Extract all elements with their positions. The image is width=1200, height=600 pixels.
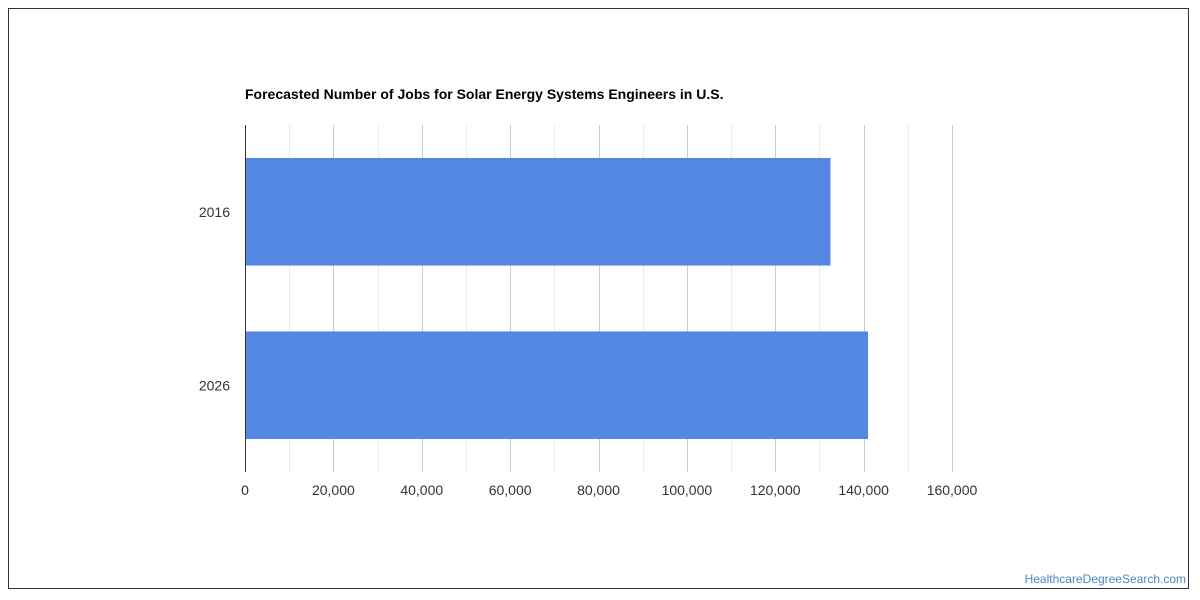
chart-title: Forecasted Number of Jobs for Solar Ener… xyxy=(245,86,723,102)
x-tick-label: 60,000 xyxy=(489,482,532,498)
category-label-2026: 2026 xyxy=(199,377,230,393)
x-tick-label: 140,000 xyxy=(838,482,889,498)
x-tick-label: 160,000 xyxy=(927,482,978,498)
bar-2026[interactable] xyxy=(245,331,869,440)
x-tick-labels: 0 20,000 40,000 60,000 80,000 100,000 120,000 1… xyxy=(241,482,977,498)
x-tick-label: 80,000 xyxy=(577,482,620,498)
source-watermark[interactable]: HealthcareDegreeSearch.com xyxy=(1024,572,1186,586)
x-tick-label: 20,000 xyxy=(312,482,355,498)
category-label-2016: 2016 xyxy=(199,204,230,220)
x-tick-label: 40,000 xyxy=(400,482,443,498)
category-labels: 2016 2026 xyxy=(199,204,230,394)
x-tick-label: 100,000 xyxy=(662,482,713,498)
x-tick-label: 120,000 xyxy=(750,482,801,498)
chart-frame xyxy=(8,8,1189,589)
bars xyxy=(245,157,869,440)
bar-2016[interactable] xyxy=(245,157,831,266)
x-tick-label: 0 xyxy=(241,482,249,498)
